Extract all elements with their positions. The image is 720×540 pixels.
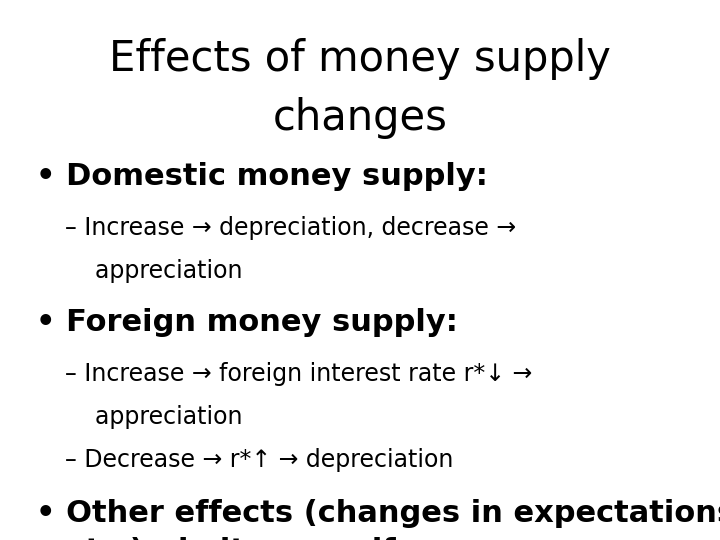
Text: Effects of money supply: Effects of money supply — [109, 38, 611, 80]
Text: – Increase → depreciation, decrease →: – Increase → depreciation, decrease → — [65, 216, 516, 240]
Text: changes: changes — [273, 97, 447, 139]
Text: etc.): do it yourself: etc.): do it yourself — [65, 537, 395, 540]
Text: – Decrease → r*↑ → depreciation: – Decrease → r*↑ → depreciation — [65, 448, 453, 472]
Text: • Domestic money supply:: • Domestic money supply: — [36, 162, 488, 191]
Text: appreciation: appreciation — [65, 405, 243, 429]
Text: appreciation: appreciation — [65, 259, 243, 283]
Text: • Foreign money supply:: • Foreign money supply: — [36, 308, 458, 337]
Text: – Increase → foreign interest rate r*↓ →: – Increase → foreign interest rate r*↓ → — [65, 362, 532, 386]
Text: • Other effects (changes in expectations,: • Other effects (changes in expectations… — [36, 500, 720, 529]
